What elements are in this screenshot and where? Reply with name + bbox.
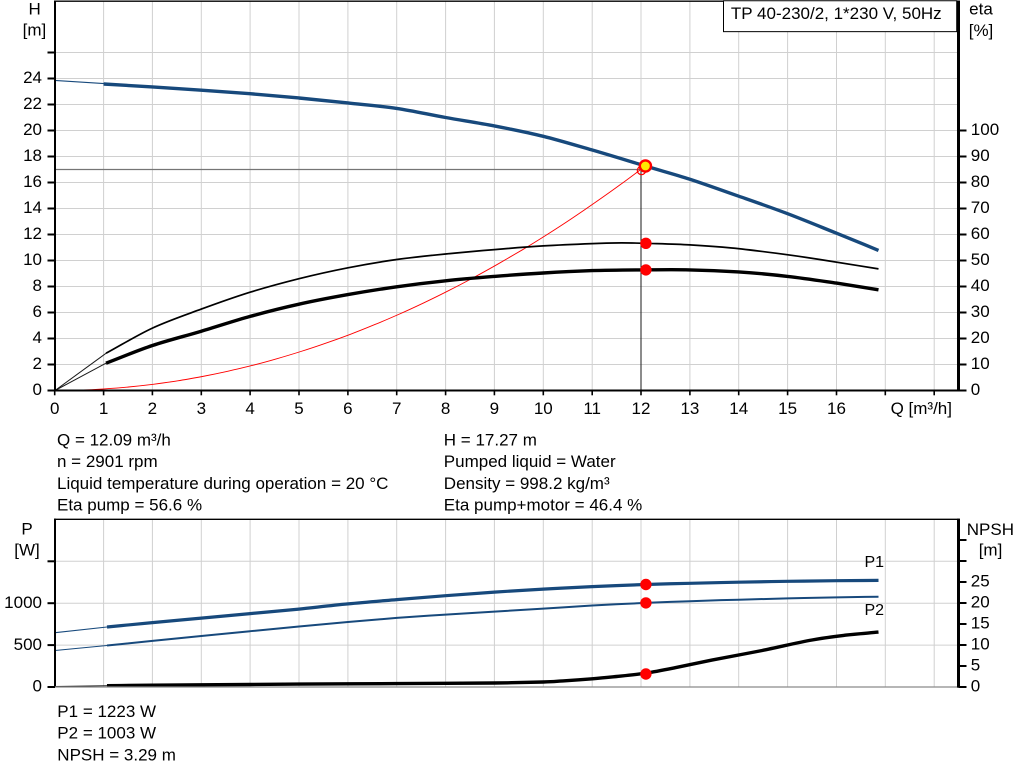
svg-text:[m]: [m] xyxy=(23,21,47,40)
svg-text:25: 25 xyxy=(971,572,990,591)
svg-text:20: 20 xyxy=(971,328,990,347)
svg-text:70: 70 xyxy=(971,198,990,217)
svg-text:22: 22 xyxy=(23,94,42,113)
svg-text:4: 4 xyxy=(33,328,42,347)
svg-text:P1: P1 xyxy=(865,554,885,571)
svg-text:0: 0 xyxy=(971,380,980,399)
svg-text:0: 0 xyxy=(50,399,59,418)
svg-text:10: 10 xyxy=(971,354,990,373)
svg-text:Pumped liquid = Water: Pumped liquid = Water xyxy=(444,452,616,471)
svg-text:H: H xyxy=(28,0,40,19)
svg-text:20: 20 xyxy=(971,593,990,612)
svg-text:Liquid temperature during oper: Liquid temperature during operation = 20… xyxy=(57,474,388,493)
svg-text:10: 10 xyxy=(971,635,990,654)
svg-text:NPSH = 3.29 m: NPSH = 3.29 m xyxy=(57,746,176,765)
svg-text:[m]: [m] xyxy=(979,541,1003,560)
svg-text:8: 8 xyxy=(441,399,450,418)
svg-text:50: 50 xyxy=(971,250,990,269)
svg-text:10: 10 xyxy=(534,399,553,418)
svg-text:P: P xyxy=(21,519,32,538)
svg-text:[%]: [%] xyxy=(969,21,994,40)
svg-text:16: 16 xyxy=(827,399,846,418)
svg-text:2: 2 xyxy=(33,354,42,373)
svg-text:16: 16 xyxy=(23,172,42,191)
svg-text:90: 90 xyxy=(971,146,990,165)
svg-text:15: 15 xyxy=(971,614,990,633)
svg-text:14: 14 xyxy=(729,399,748,418)
svg-text:8: 8 xyxy=(33,276,42,295)
svg-text:6: 6 xyxy=(33,302,42,321)
svg-text:0: 0 xyxy=(33,380,42,399)
svg-text:n = 2901 rpm: n = 2901 rpm xyxy=(57,452,158,471)
svg-text:11: 11 xyxy=(583,399,601,418)
svg-text:1000: 1000 xyxy=(4,593,42,612)
svg-text:NPSH: NPSH xyxy=(967,520,1014,539)
svg-text:Density = 998.2 kg/m³: Density = 998.2 kg/m³ xyxy=(444,474,610,493)
svg-text:12: 12 xyxy=(632,399,651,418)
svg-text:0: 0 xyxy=(971,677,980,696)
svg-text:500: 500 xyxy=(14,635,42,654)
svg-text:100: 100 xyxy=(971,120,999,139)
svg-text:P2 = 1003 W: P2 = 1003 W xyxy=(57,724,156,743)
svg-text:20: 20 xyxy=(23,120,42,139)
svg-text:P1 = 1223 W: P1 = 1223 W xyxy=(57,702,156,721)
svg-text:15: 15 xyxy=(778,399,797,418)
svg-text:24: 24 xyxy=(23,68,42,87)
svg-text:Eta pump = 56.6 %: Eta pump = 56.6 % xyxy=(57,496,202,515)
svg-text:9: 9 xyxy=(490,399,499,418)
svg-text:TP 40-230/2, 1*230 V, 50Hz: TP 40-230/2, 1*230 V, 50Hz xyxy=(731,4,942,23)
svg-text:13: 13 xyxy=(680,399,699,418)
svg-text:5: 5 xyxy=(294,399,303,418)
svg-text:2: 2 xyxy=(148,399,157,418)
svg-text:1: 1 xyxy=(99,399,108,418)
svg-text:18: 18 xyxy=(23,146,42,165)
svg-text:7: 7 xyxy=(392,399,401,418)
svg-text:Q = 12.09 m³/h: Q = 12.09 m³/h xyxy=(57,430,171,449)
svg-text:3: 3 xyxy=(197,399,206,418)
svg-text:Eta pump+motor = 46.4 %: Eta pump+motor = 46.4 % xyxy=(444,496,642,515)
svg-text:12: 12 xyxy=(23,224,42,243)
svg-text:0: 0 xyxy=(33,677,42,696)
svg-text:Q [m³/h]: Q [m³/h] xyxy=(891,399,952,418)
svg-text:14: 14 xyxy=(23,198,42,217)
svg-text:30: 30 xyxy=(971,302,990,321)
svg-text:6: 6 xyxy=(343,399,352,418)
svg-text:60: 60 xyxy=(971,224,990,243)
svg-text:H = 17.27 m: H = 17.27 m xyxy=(444,430,537,449)
svg-text:5: 5 xyxy=(971,656,980,675)
svg-text:10: 10 xyxy=(23,250,42,269)
svg-text:80: 80 xyxy=(971,172,990,191)
svg-text:P2: P2 xyxy=(865,602,885,619)
svg-text:40: 40 xyxy=(971,276,990,295)
svg-text:4: 4 xyxy=(245,399,254,418)
svg-text:[W]: [W] xyxy=(14,540,40,559)
svg-text:eta: eta xyxy=(969,0,993,19)
